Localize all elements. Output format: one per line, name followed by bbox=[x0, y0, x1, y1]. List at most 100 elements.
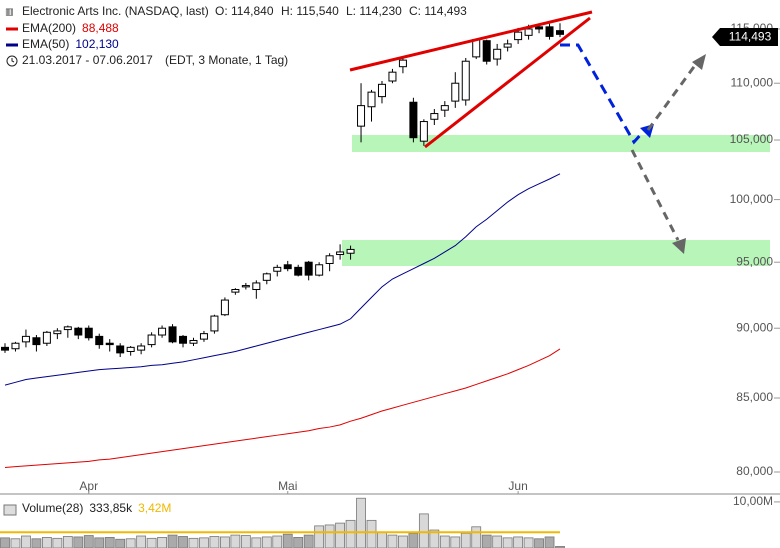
volume-bar bbox=[492, 535, 503, 548]
volume-bar bbox=[398, 535, 408, 548]
candle-body bbox=[336, 251, 345, 256]
candle-body bbox=[126, 346, 135, 352]
volume-bar bbox=[534, 538, 544, 548]
candle-body bbox=[493, 48, 502, 60]
volume-bar bbox=[52, 537, 63, 548]
candle-body bbox=[199, 333, 208, 340]
candle-body bbox=[535, 26, 544, 30]
candle-body bbox=[357, 105, 366, 127]
volume-bar bbox=[377, 531, 387, 548]
price-tag-label: 114,493 bbox=[729, 30, 772, 44]
candle-body bbox=[294, 266, 303, 276]
volume-bar bbox=[471, 526, 482, 548]
candle-body bbox=[430, 113, 439, 120]
volume-bar bbox=[366, 519, 377, 548]
volume-bar bbox=[167, 534, 178, 548]
volume-bar bbox=[314, 525, 325, 548]
volume-bar bbox=[104, 537, 115, 548]
volume-bar bbox=[94, 537, 105, 548]
chart-icon: ▥ bbox=[5, 6, 14, 16]
volume-bar bbox=[335, 522, 345, 548]
period-note: (EDT, 3 Monate, 1 Tag) bbox=[165, 53, 288, 67]
arrow-head bbox=[672, 238, 686, 254]
candle-body bbox=[158, 327, 167, 336]
candle-body bbox=[147, 334, 156, 346]
candle-body bbox=[1, 346, 9, 351]
candle-body bbox=[461, 60, 470, 101]
candle-body bbox=[409, 101, 418, 139]
candle-body bbox=[105, 342, 114, 346]
volume-bar bbox=[523, 537, 534, 548]
volume-bar bbox=[62, 536, 73, 548]
candle-body bbox=[210, 315, 219, 332]
x-tick-label: Apr bbox=[79, 479, 98, 493]
support-zone bbox=[342, 240, 770, 266]
volume-bar bbox=[230, 534, 241, 548]
candle-body bbox=[545, 26, 554, 37]
candle-body bbox=[325, 255, 334, 264]
volume-legend-value: 333,85k bbox=[89, 501, 133, 515]
volume-legend-label: Volume(28) bbox=[22, 501, 83, 515]
candle-body bbox=[398, 59, 407, 68]
volume-tick-label: 10,00M bbox=[733, 494, 773, 508]
candle-body bbox=[262, 273, 271, 281]
volume-bar bbox=[439, 535, 450, 548]
candle-body bbox=[367, 91, 376, 108]
volume-bar bbox=[188, 537, 199, 548]
candle-body bbox=[252, 282, 261, 290]
ohlc-label: C: 114,493 bbox=[409, 4, 467, 18]
candle-body bbox=[514, 31, 523, 41]
trend-line bbox=[349, 10, 593, 72]
candle-body bbox=[189, 339, 198, 344]
volume-bar bbox=[272, 535, 283, 548]
volume-bar bbox=[502, 537, 513, 548]
y-tick-label: 90,000 bbox=[736, 320, 773, 334]
volume-bar bbox=[199, 537, 209, 548]
y-tick-label: 95,000 bbox=[736, 254, 773, 268]
legend-label: EMA(200) bbox=[22, 21, 76, 35]
volume-bar bbox=[481, 534, 492, 548]
candle-body bbox=[273, 266, 282, 272]
volume-bar bbox=[157, 537, 167, 548]
candle-body bbox=[21, 335, 30, 343]
volume-legend-average: 3,42M bbox=[138, 501, 171, 515]
volume-bar bbox=[513, 536, 524, 548]
volume-bar bbox=[293, 537, 304, 548]
volume-bar bbox=[303, 534, 314, 548]
candle-body bbox=[179, 335, 188, 344]
volume-bar bbox=[418, 513, 429, 548]
volume-bar bbox=[21, 535, 31, 548]
volume-bar bbox=[251, 537, 262, 548]
candle-body bbox=[524, 28, 533, 36]
legend-value: 102,130 bbox=[75, 37, 119, 51]
candle-body bbox=[388, 71, 397, 82]
volume-bar bbox=[408, 532, 419, 548]
candle-body bbox=[503, 43, 512, 48]
candle-body bbox=[168, 326, 177, 343]
y-tick-label: 80,000 bbox=[736, 464, 773, 478]
x-tick-label: Mai bbox=[278, 479, 297, 493]
scenario-arrow bbox=[630, 149, 680, 241]
volume-bar bbox=[31, 538, 42, 548]
volume-bar bbox=[209, 536, 220, 548]
volume-bar bbox=[83, 535, 94, 548]
price-tag bbox=[712, 28, 778, 46]
volume-bar bbox=[115, 538, 126, 548]
arrow-head bbox=[692, 54, 706, 70]
candle-body bbox=[377, 83, 386, 98]
scenario-arrow bbox=[560, 43, 645, 145]
candle-body bbox=[74, 327, 83, 336]
trend-line bbox=[424, 16, 591, 149]
date-range: 21.03.2017 - 07.06.2017 bbox=[22, 53, 153, 67]
candle-body bbox=[116, 345, 125, 354]
ema-line bbox=[4, 173, 561, 386]
legend-value: 88,488 bbox=[82, 21, 119, 35]
candle-body bbox=[11, 342, 20, 350]
ohlc-label: H: 115,540 bbox=[281, 4, 339, 18]
volume-bar bbox=[125, 538, 136, 548]
candle-body bbox=[304, 261, 313, 276]
volume-bar bbox=[544, 536, 555, 548]
candle-body bbox=[482, 40, 491, 62]
